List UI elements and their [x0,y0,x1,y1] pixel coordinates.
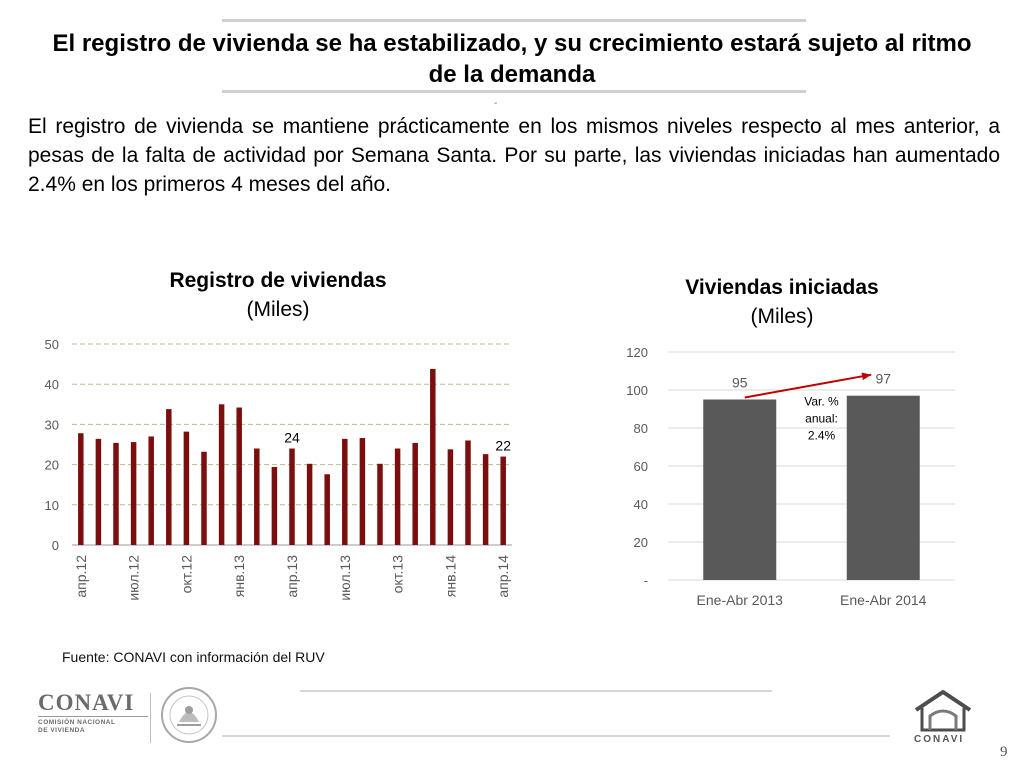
bar [183,431,190,545]
bar [148,436,154,545]
conavi-logo-subtitle: COMISIÓN NACIONAL DE VIVIENDA [38,716,148,735]
x-tick-label: янв.14 [442,555,458,597]
bar [359,438,366,545]
bar [95,438,102,545]
bar [430,368,436,545]
chart1-subtitle: (Miles) [246,298,310,321]
x-tick-label: июл.13 [337,555,353,601]
chart1-title: Registro de viviendas [169,269,387,292]
data-label: 97 [875,371,891,387]
bar [78,433,84,545]
footer-rule-lower [222,735,890,737]
bar [201,451,207,545]
annotation-line2: anual: [805,412,838,426]
bar [377,463,383,545]
y-tick-label: 40 [634,497,648,512]
conavi-logo-word: CONAVI [38,690,135,715]
chart1-title-block: Registro de viviendas (Miles) [98,266,458,324]
logo-divider [150,693,151,743]
data-label: 95 [732,375,748,391]
x-tick-label: Ene-Abr 2013 [697,592,784,608]
chart2-title: Viviendas iniciadas [685,276,879,299]
y-tick-label: 100 [626,383,648,398]
page-number: 9 [1000,744,1008,760]
top-rule [222,19,806,22]
x-tick-label: апр.14 [495,555,511,598]
y-tick-label: 30 [45,417,59,432]
y-tick-label: 40 [45,377,59,392]
slide-title: El registro de vivienda se ha estabiliza… [52,30,972,88]
x-tick-label: янв.13 [231,555,247,597]
x-tick-label: Ene-Abr 2014 [840,592,927,608]
y-tick-label: 10 [45,498,59,513]
x-tick-label: июл.12 [126,555,142,601]
bar [254,448,260,545]
bar [703,399,777,580]
bar [289,448,295,545]
data-label: 22 [495,438,511,454]
bar [394,448,401,545]
y-tick-label: 80 [634,421,648,436]
annotation-line1: Var. % [804,395,839,409]
bar [324,474,330,545]
conavi-logo-subtitle-line2: DE VIVIENDA [38,727,86,734]
conavi-logo: CONAVI COMISIÓN NACIONAL DE VIVIENDA [38,690,148,735]
conavi-house-logo: CONAVI [908,688,978,748]
bar [218,404,225,545]
title-dash: - [494,98,498,109]
x-tick-label: окт.12 [178,555,194,594]
bar [271,467,278,545]
y-tick-label: 0 [52,538,59,553]
y-tick-label: 20 [634,535,648,550]
title-underline-rule [222,90,806,93]
bar [306,463,313,545]
bar [166,409,172,545]
bar [236,407,242,545]
chart2-subtitle: (Miles) [750,305,814,328]
national-seal-icon [161,687,217,743]
y-tick-label: 120 [626,345,648,360]
house-icon [914,690,972,732]
x-tick-label: апр.12 [73,555,89,598]
bar [465,440,471,545]
bar [130,442,137,545]
bar [447,449,454,545]
growth-arrow [744,373,872,399]
y-tick-label: - [644,573,648,588]
bar [846,395,920,580]
bar [482,454,489,545]
footer-rule-upper [300,690,772,692]
x-tick-label: окт.13 [390,555,406,594]
y-tick-label: 50 [45,337,59,352]
bar [342,438,348,545]
bar [412,442,418,545]
intro-paragraph: El registro de vivienda se mantiene prác… [28,115,1000,196]
chart2-title-block: Viviendas iniciadas (Miles) [602,273,962,331]
conavi-logo-subtitle-line1: COMISIÓN NACIONAL [38,719,116,726]
bar [500,456,506,545]
data-label: 24 [284,430,300,446]
bar [113,442,119,545]
conavi-house-logo-word: CONAVI [914,734,965,745]
x-tick-label: апр.13 [284,555,300,598]
y-tick-label: 60 [634,459,648,474]
y-tick-label: 20 [45,458,59,473]
growth-arrow-head [861,372,872,381]
source-note: Fuente: CONAVI con información del RUV [62,649,325,665]
annotation-line3: 2.4% [808,429,836,443]
